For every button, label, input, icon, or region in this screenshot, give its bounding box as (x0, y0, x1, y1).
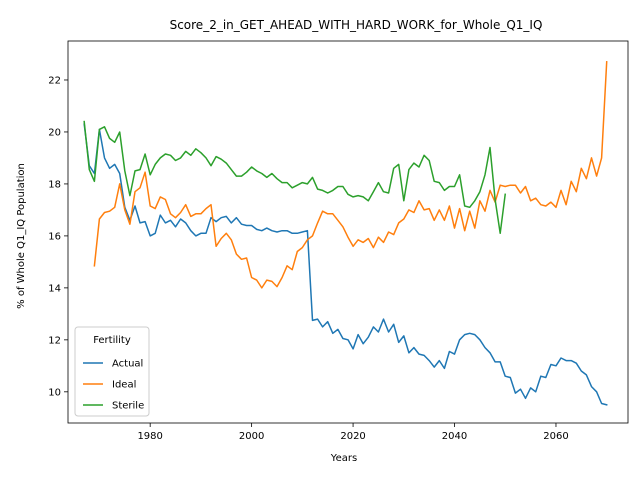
y-tick-label: 18 (48, 179, 61, 190)
chart-title: Score_2_in_GET_AHEAD_WITH_HARD_WORK_for_… (170, 18, 543, 32)
series-line-ideal (93, 61, 608, 289)
legend-label-actual: Actual (112, 359, 143, 370)
x-tick-label: 1980 (137, 431, 162, 442)
y-axis-label: % of Whole Q1_IQ Population (16, 163, 27, 309)
x-tick-label: 2040 (442, 431, 467, 442)
legend-label-sterile: Sterile (112, 401, 144, 412)
y-tick-label: 22 (48, 75, 61, 86)
y-tick-label: 10 (48, 387, 61, 398)
x-tick-label: 2000 (239, 431, 264, 442)
ticks-layer: 1980 2000 2020 2040 2060 10 12 14 16 18 20 22 (48, 75, 568, 442)
plot-area-frame (67, 40, 629, 424)
y-tick-label: 14 (48, 283, 61, 294)
y-tick-label: 16 (48, 231, 61, 242)
series-layer (83, 61, 608, 406)
y-tick-label: 12 (48, 335, 61, 346)
x-axis-label: Years (330, 453, 357, 464)
series-line-sterile (83, 120, 507, 235)
x-tick-label: 2060 (543, 431, 568, 442)
legend: Fertility Actual Ideal Sterile (74, 326, 150, 417)
legend-frame (74, 326, 150, 417)
x-tick-label: 2020 (340, 431, 365, 442)
legend-label-ideal: Ideal (112, 380, 136, 391)
series-line-actual (83, 123, 608, 406)
y-tick-label: 20 (48, 127, 61, 138)
legend-title: Fertility (93, 335, 131, 346)
